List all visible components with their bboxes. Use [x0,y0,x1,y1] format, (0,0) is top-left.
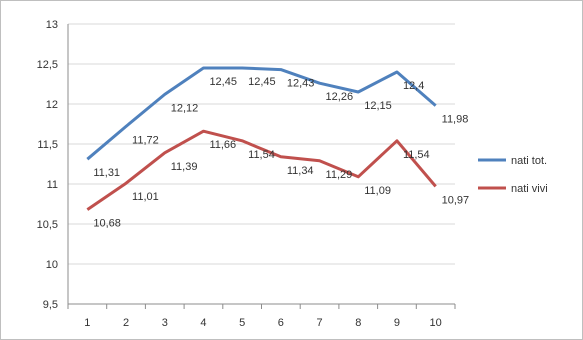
x-tick-label: 2 [123,317,129,329]
gridlines [68,23,455,305]
data-label: 12,15 [364,100,392,112]
data-label: 10,68 [93,218,121,230]
data-label: 11,31 [93,167,120,179]
data-label: 12,43 [287,78,315,90]
data-label: 10,97 [442,194,470,206]
data-label: 11,29 [326,169,353,181]
y-tick-label: 12,5 [37,59,58,71]
series-line-nati-tot [86,66,437,161]
data-label: 11,01 [132,191,159,203]
x-tick-label: 5 [239,317,245,329]
y-tick-label: 10,5 [37,219,58,231]
legend-label: nati tot. [511,155,547,167]
data-label: 12,45 [209,76,237,88]
legend-label: nati vivi [511,183,548,195]
x-tick-label: 1 [84,317,90,329]
data-label: 11,66 [209,139,236,151]
data-label: 11,98 [442,114,469,126]
y-tick-label: 11 [47,179,58,191]
series-lines [86,66,437,211]
x-tick-label: 3 [162,317,168,329]
series-line-nati-vivi [86,129,437,211]
data-label: 11,39 [171,161,198,173]
data-label: 12,26 [326,91,354,103]
legend: nati tot. nati vivi [478,155,548,195]
data-label: 11,34 [287,165,314,177]
data-label: 11,54 [403,149,430,161]
x-tick-label: 10 [430,317,442,329]
x-tick-label: 6 [278,317,284,329]
data-label: 11,72 [132,134,159,146]
data-label: 12,45 [248,76,276,88]
y-tick-label: 12 [46,99,58,111]
x-tick-label: 7 [316,317,322,329]
data-label: 12,4 [403,80,424,92]
y-tick-label: 10 [46,259,58,271]
data-label: 11,09 [364,185,391,197]
y-tick-label: 11,5 [37,139,58,151]
y-tick-label: 9,5 [43,299,58,311]
data-label: 11,54 [248,149,275,161]
data-labels: 11,31 11,72 12,12 12,45 12,45 12,43 12,26 12,15… [93,76,469,230]
data-label: 12,12 [171,102,199,114]
x-tick-label: 8 [355,317,361,329]
y-tick-label: 13 [46,19,58,31]
x-tick-label: 4 [200,317,206,329]
x-tick-label: 9 [394,317,400,329]
